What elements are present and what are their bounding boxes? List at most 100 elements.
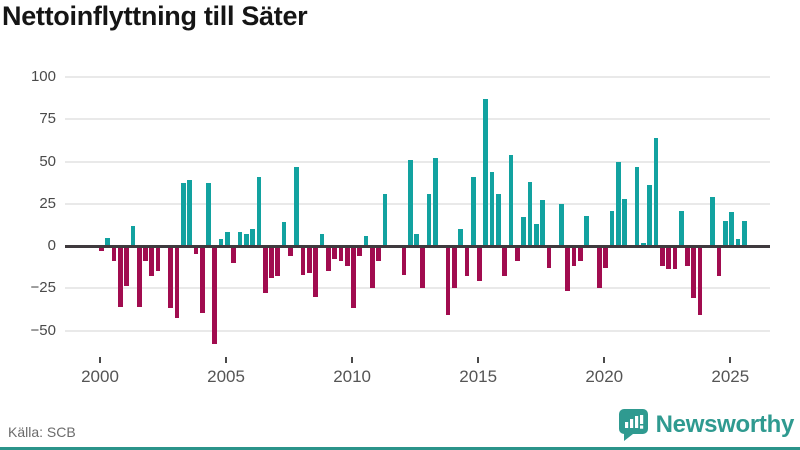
bar-2012Q4[interactable] <box>420 247 426 289</box>
bar-2016Q2[interactable] <box>508 154 514 246</box>
x-tick-label: 2025 <box>711 367 750 386</box>
bar-2015Q2[interactable] <box>483 98 489 246</box>
bar-2003Q2[interactable] <box>180 183 186 246</box>
bar-2008Q1[interactable] <box>300 247 306 275</box>
bar-2025Q2[interactable] <box>735 239 741 246</box>
bar-2017Q4[interactable] <box>546 247 552 268</box>
bar-2013Q1[interactable] <box>426 193 432 246</box>
bar-2004Q4[interactable] <box>218 239 224 246</box>
bar-2022Q2[interactable] <box>659 247 665 267</box>
bar-2013Q4[interactable] <box>445 247 451 316</box>
bar-2010Q1[interactable] <box>351 247 356 309</box>
bar-2023Q3[interactable] <box>691 247 697 299</box>
bar-2024Q3[interactable] <box>716 247 722 277</box>
bar-2010Q2[interactable] <box>357 247 363 256</box>
bar-2020Q3[interactable] <box>615 161 621 246</box>
bar-2023Q4[interactable] <box>697 247 703 316</box>
bar-2022Q1[interactable] <box>653 137 659 246</box>
bar-2002Q1[interactable] <box>149 247 155 277</box>
bar-2007Q2[interactable] <box>281 222 287 246</box>
bar-2010Q4[interactable] <box>370 247 375 289</box>
x-tick-mark <box>99 357 101 363</box>
bar-2001Q4[interactable] <box>143 247 148 262</box>
bar-2012Q3[interactable] <box>414 234 419 246</box>
bar-2007Q4[interactable] <box>294 166 300 246</box>
bar-2006Q1[interactable] <box>250 229 255 246</box>
bar-2011Q1[interactable] <box>376 247 382 262</box>
bar-2005Q2[interactable] <box>231 247 237 263</box>
bar-2014Q2[interactable] <box>458 229 463 246</box>
bar-2012Q2[interactable] <box>407 159 413 246</box>
bar-2020Q2[interactable] <box>609 210 615 246</box>
bar-2023Q1[interactable] <box>678 210 684 246</box>
bar-2023Q2[interactable] <box>685 247 690 267</box>
bar-2018Q3[interactable] <box>565 247 571 292</box>
bar-2014Q3[interactable] <box>464 247 470 277</box>
bar-2025Q3[interactable] <box>741 220 747 246</box>
newsworthy-logo[interactable]: Newsworthy <box>618 408 794 441</box>
bar-2005Q4[interactable] <box>243 234 249 246</box>
bar-2017Q3[interactable] <box>540 200 545 246</box>
bar-2024Q4[interactable] <box>722 220 728 246</box>
bar-2009Q1[interactable] <box>325 247 331 272</box>
bar-2002Q2[interactable] <box>155 247 161 272</box>
bar-2001Q1[interactable] <box>124 247 129 287</box>
bar-2004Q3[interactable] <box>212 247 218 344</box>
bar-2000Q4[interactable] <box>117 247 123 307</box>
bar-2022Q3[interactable] <box>666 247 671 270</box>
bar-2004Q2[interactable] <box>206 183 211 246</box>
bar-2025Q1[interactable] <box>729 212 734 246</box>
bar-2009Q2[interactable] <box>332 247 337 260</box>
bar-2003Q3[interactable] <box>187 180 192 246</box>
bar-2006Q4[interactable] <box>269 247 274 278</box>
bar-2017Q2[interactable] <box>533 224 539 246</box>
bar-2003Q1[interactable] <box>174 247 180 319</box>
bar-2021Q2[interactable] <box>634 166 640 246</box>
x-tick-mark <box>729 357 732 363</box>
bar-2009Q3[interactable] <box>338 247 344 262</box>
bar-2008Q3[interactable] <box>313 247 318 297</box>
bar-2018Q2[interactable] <box>559 203 564 246</box>
bar-2000Q1[interactable] <box>99 247 104 251</box>
bar-2022Q4[interactable] <box>672 247 678 270</box>
bar-2019Q1[interactable] <box>578 247 583 262</box>
bar-2016Q1[interactable] <box>502 247 508 277</box>
bar-2013Q2[interactable] <box>433 158 438 246</box>
bar-2016Q4[interactable] <box>521 217 526 246</box>
bar-2016Q3[interactable] <box>514 247 520 262</box>
bar-2003Q4[interactable] <box>193 247 199 255</box>
bar-2006Q2[interactable] <box>256 176 262 246</box>
bar-2002Q4[interactable] <box>168 247 174 309</box>
bar-2000Q2[interactable] <box>105 237 110 246</box>
bar-2015Q4[interactable] <box>496 193 501 246</box>
bar-2000Q3[interactable] <box>111 247 117 262</box>
bar-2004Q1[interactable] <box>199 247 205 314</box>
bar-2001Q3[interactable] <box>136 247 142 307</box>
bar-2005Q3[interactable] <box>237 232 243 246</box>
bar-2018Q4[interactable] <box>571 247 577 267</box>
bar-2019Q2[interactable] <box>584 215 590 246</box>
bar-2021Q3[interactable] <box>641 242 646 246</box>
bar-2005Q1[interactable] <box>225 232 230 246</box>
bar-2010Q3[interactable] <box>363 235 369 246</box>
grid-line <box>65 202 770 205</box>
bar-2020Q4[interactable] <box>622 198 627 246</box>
bar-2024Q2[interactable] <box>710 196 716 246</box>
bar-2014Q1[interactable] <box>451 247 457 289</box>
bar-2019Q4[interactable] <box>596 247 602 289</box>
bar-2007Q3[interactable] <box>288 247 293 256</box>
bar-2015Q1[interactable] <box>477 247 482 282</box>
bar-2012Q1[interactable] <box>401 247 407 275</box>
bar-2001Q2[interactable] <box>130 225 136 246</box>
bar-2008Q4[interactable] <box>319 234 325 246</box>
bar-2020Q1[interactable] <box>603 247 608 268</box>
bar-2017Q1[interactable] <box>527 181 533 246</box>
bar-2015Q3[interactable] <box>489 171 495 246</box>
bar-2011Q2[interactable] <box>382 193 388 246</box>
bar-2014Q4[interactable] <box>470 176 476 246</box>
bar-2021Q4[interactable] <box>647 185 653 246</box>
bar-2008Q2[interactable] <box>306 247 312 273</box>
bar-2007Q1[interactable] <box>275 247 281 277</box>
bar-2006Q3[interactable] <box>262 247 268 294</box>
bar-2009Q4[interactable] <box>344 247 350 267</box>
